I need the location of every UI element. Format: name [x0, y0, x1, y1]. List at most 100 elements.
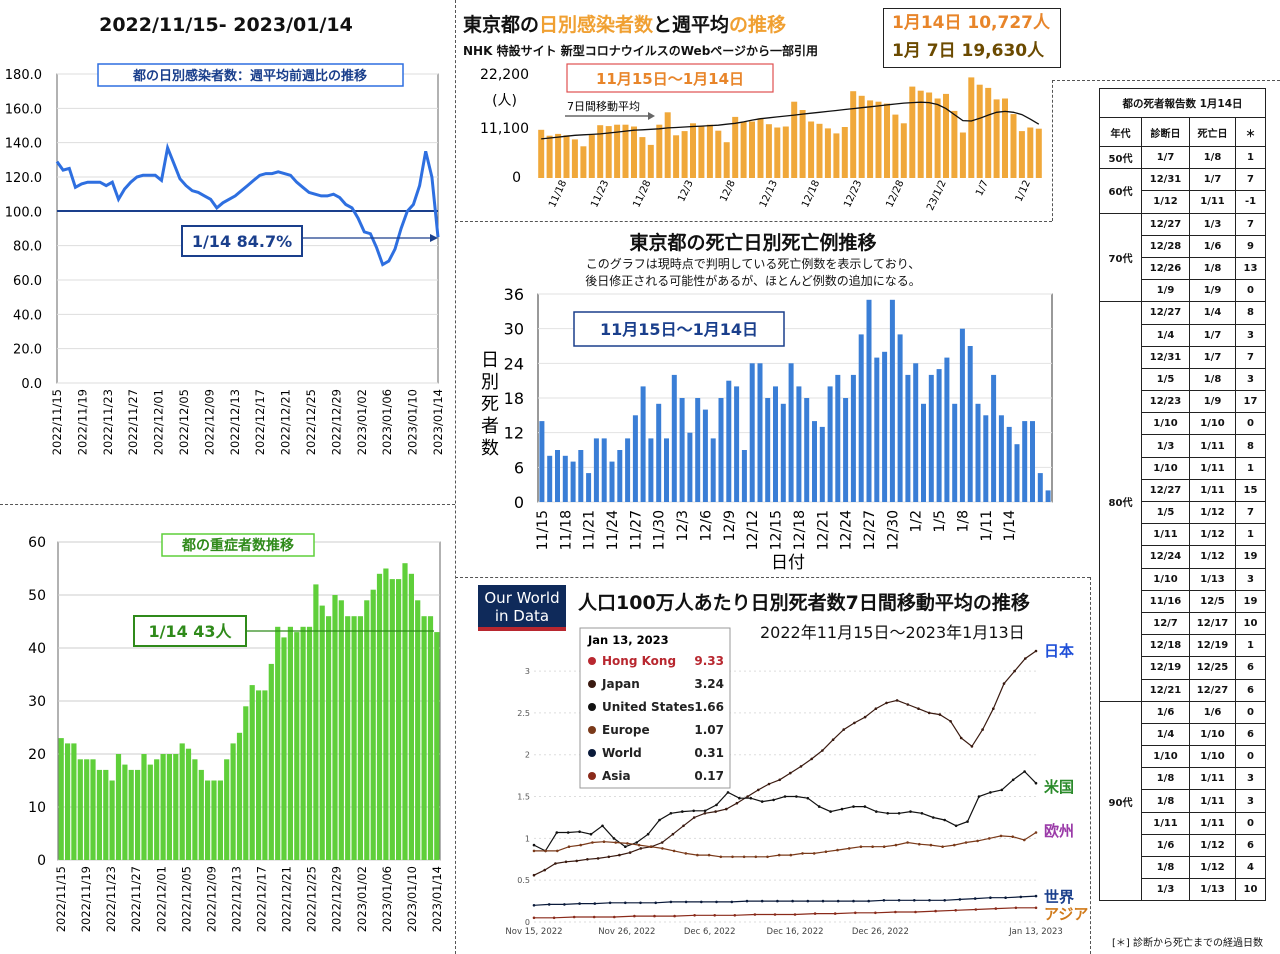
owid-legend-dot: [588, 749, 596, 757]
owid-series-point: [840, 807, 844, 811]
owid-series-line: [534, 907, 1036, 919]
owid-series-point: [958, 898, 962, 901]
owid-series-point: [885, 701, 888, 705]
cases-bar: [875, 101, 882, 178]
owid-subtitle: 2022年11月15日〜2023年1月13日: [760, 623, 1025, 642]
owid-legend-name: World: [602, 746, 642, 760]
owid-series-point: [977, 795, 981, 798]
owid-series-point: [658, 818, 661, 822]
death-table-cell: 1/10: [1141, 456, 1190, 480]
owid-series-point: [624, 845, 627, 848]
owid-x-tick: Dec 6, 2022: [684, 927, 736, 937]
cases-ma-arrow-head: [648, 112, 655, 120]
title-part-a: 東京都の: [463, 14, 540, 36]
deaths-x-tick: 11/15: [535, 510, 551, 550]
deaths-x-label: 日付: [771, 553, 805, 573]
owid-series-point: [714, 810, 717, 813]
death-table-cell: 1/11: [1189, 767, 1236, 791]
severe-x-tick: 2023/01/10: [405, 866, 419, 932]
owid-series-point: [806, 796, 810, 800]
deaths-bar: [1014, 444, 1020, 502]
owid-series-point: [555, 831, 559, 834]
death-table-cell: 15: [1235, 478, 1266, 503]
deaths-bar: [921, 403, 926, 502]
owid-y-tick: 3: [525, 667, 530, 676]
owid-series-point: [749, 796, 753, 800]
death-table-row: 1/8 1/12 4: [1100, 855, 1266, 880]
deaths-x-tick: 12/15: [769, 510, 785, 550]
divider-cases-right: [1052, 80, 1053, 221]
cases-bar: [867, 100, 874, 178]
deaths-x-tick: 1/5: [932, 510, 948, 533]
owid-series-point: [1034, 906, 1038, 910]
cases-bar: [976, 84, 983, 178]
owid-series-point: [928, 899, 931, 902]
death-table-cell: 1/12: [1141, 190, 1190, 214]
deaths-bar: [788, 363, 794, 502]
owid-series-point: [586, 858, 589, 861]
owid-series-point: [829, 810, 832, 813]
owid-series-point: [1034, 781, 1038, 785]
death-table-cell: 1/12: [1189, 833, 1236, 858]
ratio-x-tick: 2023/01/06: [380, 389, 394, 455]
cases-bar: [740, 121, 747, 178]
death-table-cell: 1/7: [1189, 345, 1236, 369]
owid-x-tick: Dec 16, 2022: [767, 927, 824, 937]
cases-bar: [858, 95, 865, 178]
deaths-bar: [991, 374, 997, 502]
ratio-x-tick: 2022/12/13: [228, 389, 242, 455]
severe-bar: [383, 568, 389, 860]
death-table-cell: 19: [1235, 589, 1266, 613]
cases-bar: [1018, 131, 1025, 178]
deaths-bar: [1045, 490, 1051, 502]
severe-bar: [243, 706, 249, 860]
owid-legend-value: 1.07: [694, 723, 724, 737]
owid-series-point: [874, 707, 878, 710]
cases-x-tick: 11/28: [631, 179, 653, 210]
owid-legend: Hong Kong 9.33 Japan 3.24 United States 1.66 E…: [588, 654, 724, 783]
deaths-x-tick: 12/18: [792, 510, 808, 550]
deaths-bar: [640, 386, 646, 502]
owid-series-point: [895, 699, 899, 702]
owid-series-point: [934, 909, 937, 913]
owid-series-point: [1024, 657, 1027, 660]
cases-bar: [968, 77, 975, 178]
owid-series-point: [767, 782, 771, 786]
owid-series-point: [703, 809, 707, 813]
cases-bar: [850, 91, 857, 178]
deaths-y-tick: 12: [504, 424, 524, 443]
death-table-cell: 1/6: [1141, 700, 1190, 724]
deaths-x-tick: 1/14: [1002, 510, 1018, 542]
ratio-y-tick: 180.0: [5, 68, 42, 83]
deaths-bar: [718, 398, 724, 502]
owid-series-point: [906, 703, 910, 706]
cases-bar: [664, 112, 671, 178]
owid-series-point: [1002, 682, 1006, 685]
deaths-x-tick: 1/2: [909, 510, 925, 533]
severe-x-tick: 2022/12/17: [255, 866, 269, 932]
owid-series-point: [949, 720, 952, 723]
cases-bar: [943, 93, 949, 178]
death-table-cell: 4: [1235, 855, 1266, 880]
owid-title: 人口100万人あたり日別死者数7日間移動平均の推移: [578, 592, 1030, 614]
death-table-title: 都の死者報告数 1月14日: [1099, 88, 1266, 118]
severe-bar: [135, 769, 141, 860]
severe-bar: [357, 616, 363, 860]
deaths-x-tick: 12/3: [675, 510, 691, 541]
ratio-x-tick: 2023/01/14: [431, 389, 445, 455]
death-table-cell: 1/8: [1141, 789, 1190, 813]
death-table-cell: 1/7: [1189, 323, 1236, 347]
death-table-row: 1/3 1/11 8: [1100, 434, 1266, 458]
owid-series-point: [703, 812, 707, 815]
death-table-cell: 11/16: [1141, 589, 1190, 613]
title-part-c: と週平均: [653, 14, 730, 36]
owid-series-point: [863, 805, 867, 808]
deaths-bar: [882, 351, 888, 502]
severe-bar: [402, 563, 408, 860]
deaths-bar: [749, 363, 755, 502]
owid-series-point: [831, 738, 835, 741]
owid-series-point: [852, 805, 855, 808]
death-table-row: 11/16 12/5 19: [1100, 589, 1266, 613]
cases-bar: [841, 127, 848, 178]
owid-series-point: [973, 897, 977, 900]
